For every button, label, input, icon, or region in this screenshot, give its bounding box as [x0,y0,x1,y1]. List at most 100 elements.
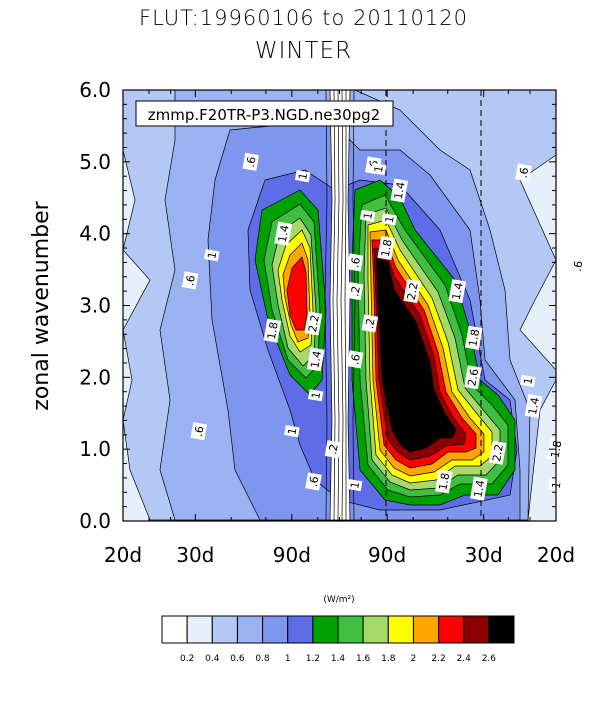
y-tick-label: 1.0 [79,437,111,461]
contour-label-text: 1 [309,391,323,400]
contour-label-bg [274,221,293,246]
colorbar-level-label: 0.4 [205,654,220,664]
colorbar-level-label: 2.6 [482,654,497,664]
contour-label: .6 [305,472,322,491]
contour-label-text: 1 [296,172,310,181]
x-axis: 20d 30d 90d 90d 30d 20d [104,90,575,567]
contour-label-text: .6 [307,475,322,488]
contour-label-text: .2 [348,285,363,298]
contour-label-bg [524,394,543,419]
contour-label: 1 [294,170,311,183]
y-tick-label: 4.0 [79,222,111,246]
contour-label: 1.8 [377,235,396,261]
contour-label-text: .6 [348,256,363,269]
annotation-box [135,100,394,127]
contour-label: 1 [381,213,398,226]
contour-label-bg [242,152,260,171]
contour-label-bg [390,178,409,203]
contour-label-bg [435,469,453,494]
colorbar-swatch [387,615,414,644]
contour-label-bg [346,350,364,369]
contour-label: 1 [346,478,363,492]
colorbar-level-label: 2.2 [431,654,445,664]
contour-label: 1 [520,374,536,388]
contour-label-text: 1 [521,376,535,385]
contour-label-bg [520,374,536,388]
y-tick-label: 6.0 [79,78,111,102]
contour-label-bg [324,440,342,459]
contour-label-bg [515,163,532,182]
contour-label-bg [204,249,220,262]
contour-label-text: 1.4 [276,224,292,243]
contour-label: 1.8 [263,318,282,343]
colorbar [161,615,515,644]
contour-label-text: .6 [348,353,363,366]
colorbar-swatch [337,615,364,644]
contour-label-bg [470,476,488,501]
chart-subtitle: WINTER [254,38,353,64]
contour-label: 1.8 [464,325,483,350]
contour-label-text: 1 [372,165,386,174]
contour-label: 1 [204,249,220,262]
x-tick-label: 90d [273,543,311,567]
colorbar-level-label: 0.8 [255,654,270,664]
contour-label-bg [361,314,379,333]
contour-line-center-3 [340,90,344,521]
colorbar-level-label: 1.6 [356,654,371,664]
contour-label: .6 [181,271,199,290]
band-2.2-2.4 [286,256,308,331]
contour-line-center-6 [352,90,356,521]
contour-label-text: 1 [285,427,299,436]
contour-label-text: .2 [326,443,341,456]
colorbar-swatch [211,615,238,644]
contour-label: .6 [346,253,364,272]
contour-label: .6 [190,422,208,441]
contour-label: .6 [346,350,364,369]
contour-label-text: .6 [244,156,259,169]
contour-label: 1 [359,209,376,222]
contour-label-bg [346,253,364,272]
contour-label: 2.2 [304,311,323,336]
contour-label: 1 [284,425,300,438]
contour-label-text: 1 [205,251,219,260]
colorbar-swatch [186,615,213,644]
contour-label-text: 1.4 [450,281,466,300]
contour-label-bg [381,213,398,226]
contour-label-text: 1 [361,211,375,220]
contour-label: 2.2 [488,440,507,465]
contour-line-center-4 [344,90,347,520]
contour-label: .6 [242,152,260,171]
contour-label-text: 1.4 [392,181,408,200]
contour-label-bg [464,325,483,350]
colorbar-swatch [488,615,515,644]
contour-label: 1.4 [470,476,488,501]
contour-label-bg [346,478,363,492]
colorbar-units: (W/m²) [323,595,354,605]
contour-label-bg [346,282,364,301]
contour-label: 1.4 [524,394,543,419]
contour-label-bg [403,279,422,304]
colorbar-swatch [463,615,490,644]
y-tick-label: 5.0 [79,150,111,174]
contour-label-text: 1 [348,481,362,490]
colorbar-swatch [262,615,289,644]
contour-label: 1.8 [435,469,453,494]
contour-label: 1 [307,389,324,402]
contour-label: 1.4 [390,178,409,203]
annotation-text: zmmp.F20TR-P3.NGD.ne30pg2 [148,106,380,124]
x-tick-label: 30d [465,543,503,567]
chart-title: FLUT:19960106 to 20110120 [139,6,468,30]
contour-bands-high [254,179,516,506]
contour-label: 2.6 [464,365,482,390]
contour-label-text: 1.8 [265,321,281,340]
colorbar-swatch [287,615,314,644]
y-axis: 0.0 1.0 2.0 3.0 4.0 5.0 6.0 [79,78,556,533]
contour-label-text: .6 [183,274,198,287]
contour-label-bg [448,279,467,304]
band-above-2.6 [375,257,457,453]
contour-label-text: 1 [383,215,397,224]
colorbar-level-label: 2.4 [457,654,472,664]
contour-label-text: 2.6 [465,368,481,387]
contour-label-bg [464,365,482,390]
